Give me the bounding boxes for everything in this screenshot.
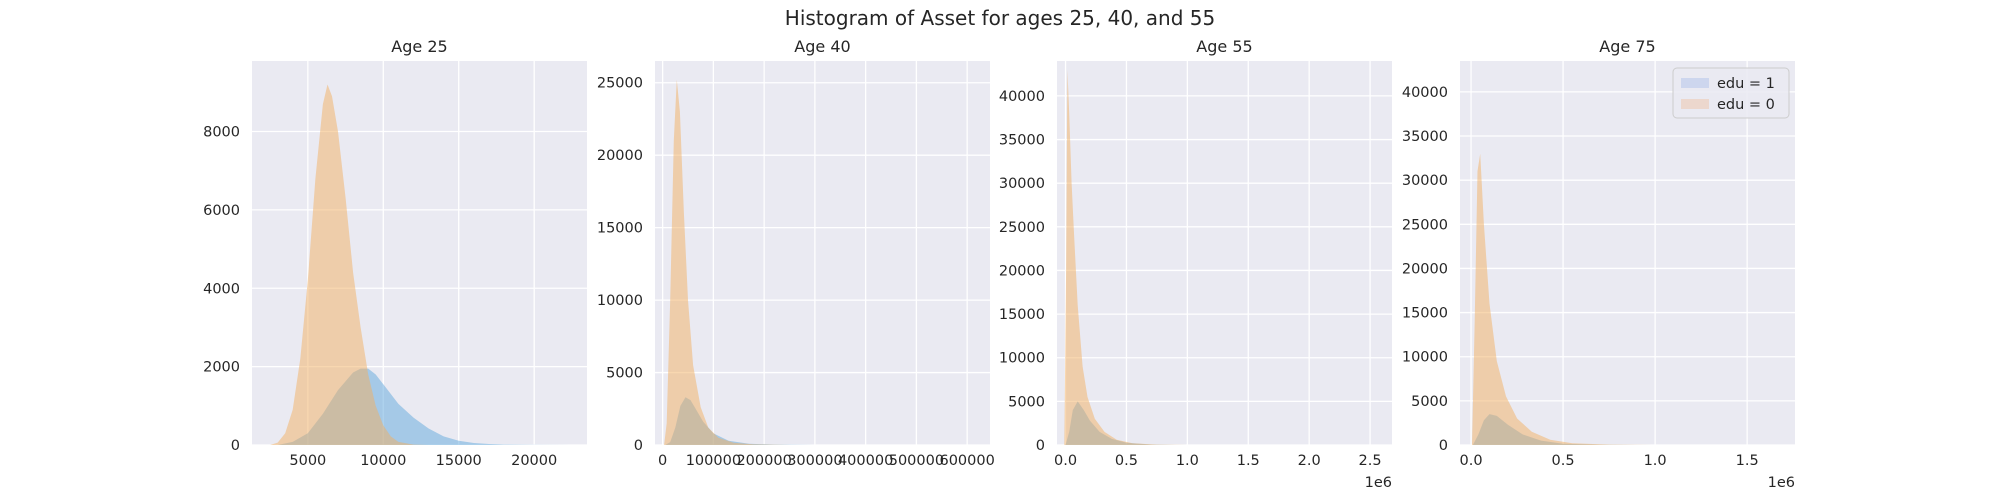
y-tick-label: 10000 (1402, 350, 1448, 366)
x-tick-label: 1.0 (1644, 453, 1667, 469)
panel-title: Age 40 (794, 37, 850, 56)
x-tick-label: 2.0 (1298, 453, 1321, 469)
plot-area (655, 61, 990, 445)
y-tick-label: 10000 (999, 351, 1045, 367)
y-tick-label: 5000 (606, 366, 643, 382)
panel-title: Age 75 (1599, 37, 1655, 56)
x-tick-label: 1.5 (1237, 453, 1260, 469)
x-tick-label: 2.5 (1359, 453, 1382, 469)
y-tick-label: 30000 (1402, 173, 1448, 189)
x-tick-label: 0.0 (1054, 453, 1077, 469)
legend-swatch (1681, 99, 1709, 109)
y-tick-label: 4000 (203, 281, 240, 297)
y-tick-label: 25000 (597, 76, 643, 92)
y-tick-label: 2000 (203, 360, 240, 376)
x-tick-label: 1.5 (1736, 453, 1759, 469)
x-tick-label: 0.5 (1552, 453, 1575, 469)
plot-area (1057, 61, 1392, 445)
panel-title: Age 25 (391, 37, 447, 56)
x-tick-label: 20000 (511, 453, 557, 469)
series-edu-0 (664, 79, 790, 445)
x-tick-label: 0 (658, 453, 667, 469)
x-tick-label: 200000 (736, 453, 791, 469)
plot-area (1460, 61, 1795, 445)
y-tick-label: 8000 (203, 125, 240, 141)
y-tick-label: 25000 (1402, 217, 1448, 233)
x-tick-label: 0.5 (1115, 453, 1138, 469)
x-tick-label: 400000 (838, 453, 893, 469)
y-tick-label: 15000 (999, 307, 1045, 323)
y-tick-label: 15000 (597, 221, 643, 237)
y-tick-label: 20000 (999, 263, 1045, 279)
x-tick-label: 300000 (787, 453, 842, 469)
y-tick-label: 5000 (1411, 394, 1448, 410)
legend-label: edu = 1 (1717, 76, 1775, 92)
x-tick-label: 100000 (686, 453, 741, 469)
y-tick-label: 0 (1439, 438, 1448, 454)
legend: edu = 1 edu = 0 (1672, 67, 1790, 119)
panel-age-40: Age 400 100000200000300000400000500000600… (597, 37, 995, 469)
y-tick-label: 6000 (203, 203, 240, 219)
y-tick-label: 15000 (1402, 306, 1448, 322)
panel-title: Age 55 (1196, 37, 1252, 56)
x-tick-label: 0.0 (1460, 453, 1483, 469)
y-tick-label: 40000 (1402, 85, 1448, 101)
y-tick-label: 0 (1036, 438, 1045, 454)
series-edu-0 (270, 84, 429, 445)
x-tick-label: 600000 (939, 453, 994, 469)
y-tick-label: 35000 (999, 133, 1045, 149)
x-tick-label: 15000 (436, 453, 482, 469)
legend-label: edu = 0 (1717, 97, 1775, 113)
y-tick-label: 35000 (1402, 129, 1448, 145)
panel-age-55: Age 55 0.0 0.5 1.0 1.5 2.0 2.5 0 5000 10000 15000 2… (999, 37, 1392, 491)
y-tick-label: 0 (634, 438, 643, 454)
y-tick-label: 30000 (999, 176, 1045, 192)
y-tick-label: 0 (231, 438, 240, 454)
legend-swatch (1681, 78, 1709, 88)
series-edu-0 (1064, 69, 1188, 445)
x-offset-label: 1e6 (1768, 475, 1795, 491)
y-tick-label: 10000 (597, 293, 643, 309)
x-tick-label: 10000 (360, 453, 406, 469)
figure-title: Histogram of Asset for ages 25, 40, and … (785, 6, 1215, 30)
series-edu-0 (1472, 153, 1656, 445)
panel-age-25: Age 25 5000 10000 15000 20000 0 2000 4000 6000 80… (203, 37, 587, 469)
y-tick-label: 5000 (1008, 394, 1045, 410)
x-tick-label: 1.0 (1176, 453, 1199, 469)
x-tick-label: 5000 (289, 453, 326, 469)
x-tick-label: 500000 (889, 453, 944, 469)
y-tick-label: 40000 (999, 89, 1045, 105)
y-tick-label: 25000 (999, 220, 1045, 236)
panel-age-75: Age 75 0.0 0.5 1.0 1.5 0 5000 10000 15000 20000 25… (1402, 37, 1795, 491)
x-offset-label: 1e6 (1365, 475, 1392, 491)
y-tick-label: 20000 (597, 148, 643, 164)
y-tick-label: 20000 (1402, 261, 1448, 277)
